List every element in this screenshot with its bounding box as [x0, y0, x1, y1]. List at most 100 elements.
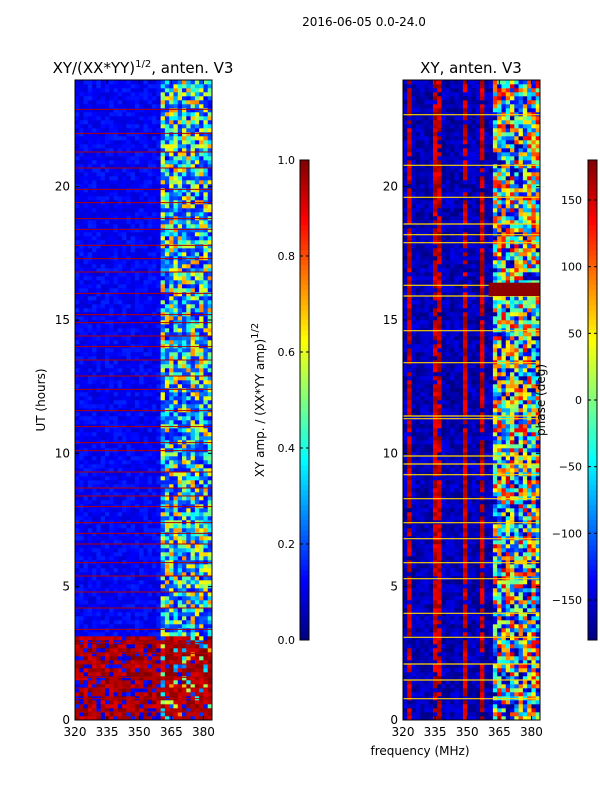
heatmap-cell	[194, 284, 200, 289]
heatmap-cell	[194, 668, 200, 673]
heatmap-cell	[122, 556, 127, 561]
heatmap-cell	[143, 164, 149, 169]
heatmap-cell	[152, 216, 157, 221]
heatmap-cell	[134, 244, 140, 249]
heatmap-cell	[207, 384, 213, 389]
heatmap-cell	[194, 476, 200, 481]
heatmap-cell	[104, 376, 110, 381]
heatmap-cell	[152, 508, 157, 513]
heatmap-cell	[199, 340, 204, 345]
heatmap-cell	[186, 412, 191, 417]
heatmap-cell	[182, 336, 187, 341]
heatmap-cell	[96, 424, 101, 429]
heatmap-cell	[143, 676, 149, 681]
heatmap-cell	[156, 392, 161, 397]
heatmap-cell	[134, 312, 140, 317]
heatmap-cell	[75, 592, 80, 597]
heatmap-cell	[96, 280, 101, 285]
heatmap-cell	[83, 408, 89, 413]
heatmap-cell	[199, 640, 204, 645]
heatmap-cell	[199, 612, 204, 617]
heatmap-cell	[194, 588, 200, 593]
heatmap-cell	[75, 268, 80, 273]
heatmap-cell	[134, 152, 140, 157]
heatmap-cell	[87, 620, 93, 625]
heatmap-cell	[147, 672, 153, 677]
heatmap-cell	[96, 384, 101, 389]
heatmap-cell	[75, 384, 80, 389]
heatmap-cell	[139, 180, 144, 185]
heatmap-cell	[139, 328, 144, 333]
heatmap-cell	[83, 628, 89, 633]
heatmap-cell	[117, 464, 123, 469]
heatmap-cell	[126, 112, 131, 117]
panel1-title: XY/(XX*YY)1/2, anten. V3	[53, 59, 234, 77]
heatmap-cell	[177, 604, 183, 609]
heatmap-cell	[79, 216, 84, 221]
heatmap-cell	[190, 108, 196, 113]
heatmap-cell	[139, 616, 144, 621]
heatmap-cell	[104, 384, 110, 389]
heatmap-cell	[182, 396, 187, 401]
heatmap-cell	[134, 184, 140, 189]
heatmap-cell	[207, 224, 213, 229]
heatmap-cell	[203, 216, 209, 221]
heatmap-cell	[182, 304, 187, 309]
heatmap-cell	[100, 600, 106, 605]
heatmap-cell	[186, 588, 191, 593]
heatmap-cell	[126, 288, 131, 293]
heatmap-cell	[177, 308, 183, 313]
heatmap-cell	[152, 340, 157, 345]
heatmap-cell	[87, 668, 93, 673]
heatmap-cell	[160, 168, 166, 173]
heatmap-cell	[169, 396, 174, 401]
heatmap-cell	[117, 596, 123, 601]
heatmap-cell	[160, 120, 166, 125]
heatmap-cell	[194, 596, 200, 601]
heatmap-cell	[156, 608, 161, 613]
heatmap-cell	[143, 624, 149, 629]
heatmap-cell	[152, 196, 157, 201]
heatmap-cell	[186, 316, 191, 321]
heatmap-cell	[143, 352, 149, 357]
heatmap-cell	[147, 616, 153, 621]
heatmap-cell	[83, 140, 89, 145]
heatmap-cell	[75, 480, 80, 485]
heatmap-cell	[169, 424, 174, 429]
heatmap-cell	[134, 656, 140, 661]
heatmap-cell	[139, 276, 144, 281]
heatmap-cell	[109, 492, 114, 497]
heatmap-cell	[190, 260, 196, 265]
heatmap-cell	[194, 532, 200, 537]
heatmap-cell	[75, 640, 80, 645]
heatmap-cell	[126, 156, 131, 161]
heatmap-cell	[126, 636, 131, 641]
heatmap-cell	[87, 380, 93, 385]
heatmap-cell	[182, 500, 187, 505]
heatmap-cell	[134, 512, 140, 517]
heatmap-cell	[207, 376, 213, 381]
heatmap-cell	[147, 524, 153, 529]
heatmap-cell	[186, 388, 191, 393]
heatmap-cell	[96, 324, 101, 329]
heatmap-cell	[194, 552, 200, 557]
heatmap-cell	[109, 404, 114, 409]
heatmap-cell	[203, 452, 209, 457]
heatmap-cell	[177, 180, 183, 185]
heatmap-cell	[75, 544, 80, 549]
heatmap-cell	[190, 640, 196, 645]
heatmap-cell	[79, 152, 84, 157]
heatmap-cell	[109, 380, 114, 385]
heatmap-cell	[79, 552, 84, 557]
heatmap-cell	[147, 152, 153, 157]
heatmap-cell	[164, 672, 170, 677]
heatmap-cell	[92, 192, 97, 197]
heatmap-cell	[169, 284, 174, 289]
heatmap-cell	[164, 656, 170, 661]
heatmap-cell	[126, 228, 131, 233]
heatmap-cell	[173, 712, 179, 717]
heatmap-cell	[169, 464, 174, 469]
heatmap-cell	[113, 312, 119, 317]
heatmap-cell	[109, 172, 114, 177]
heatmap-cell	[113, 656, 119, 661]
